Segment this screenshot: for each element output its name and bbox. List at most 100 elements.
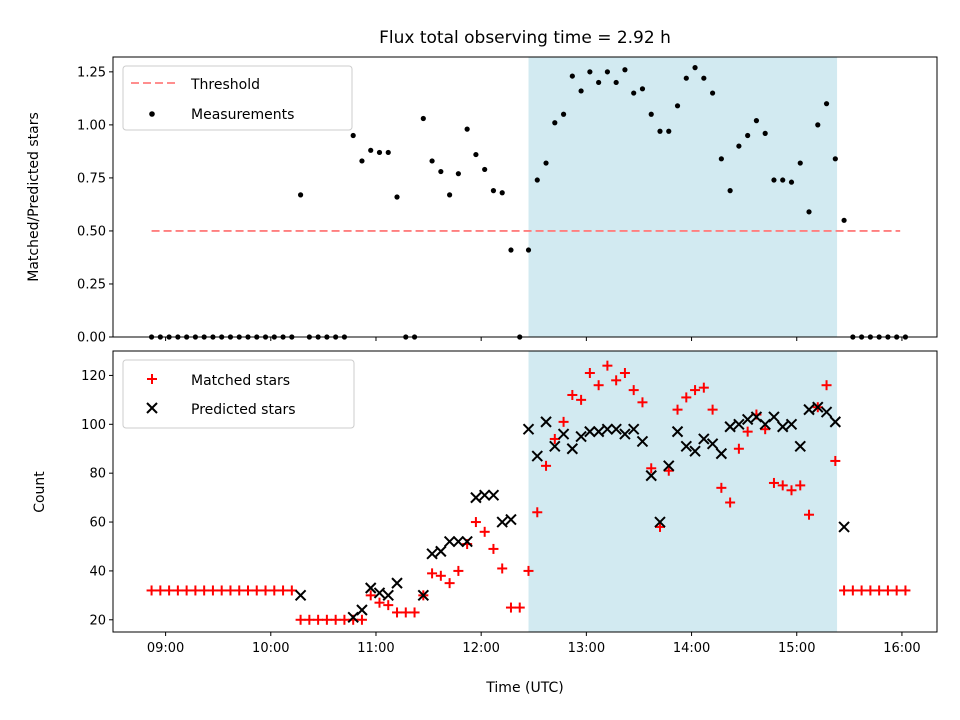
measurement-point [350, 132, 356, 139]
measurement-point [683, 75, 689, 81]
matched-stars-point [716, 482, 727, 493]
measurement-point [745, 132, 751, 139]
top-chart-title: Flux total observing time = 2.92 h [379, 28, 671, 48]
predicted-stars-point [470, 491, 482, 504]
top-y-tick-label: 0.75 [77, 171, 106, 186]
measurement-point [525, 247, 532, 253]
matched-stars-point [304, 614, 315, 625]
predicted-stars-point-b [785, 418, 798, 431]
bottom-x-axis-label: Time (UTC) [485, 680, 563, 696]
matched-stars-point [330, 614, 341, 625]
matched-stars-legend-label: Matched stars [191, 373, 290, 389]
measurement-point [823, 101, 830, 107]
matched-swatch-mark [147, 374, 157, 384]
predicted-stars-point-b [426, 548, 438, 560]
measurement-point [692, 65, 698, 71]
predicted-stars-point [601, 423, 614, 435]
predicted-stars-point-b [461, 535, 473, 548]
predicted-stars-point-b [470, 491, 482, 504]
predicted-stars-point [759, 418, 771, 431]
matched-stars-point [365, 590, 376, 601]
bottom-plot-area: 20 40 60 80 100 120 09:00 10:00 11:00 12:00 13:00… [81, 350, 938, 656]
threshold-legend-label: Threshold [190, 77, 260, 93]
top-y-tick-label: 1.00 [77, 118, 106, 133]
predicted-stars-point-b [478, 489, 491, 501]
measurement-point [832, 156, 838, 162]
matched-stars-point [199, 585, 210, 596]
predicted-stars-point [645, 469, 657, 482]
top-x-axis [165, 337, 903, 341]
top-y-tick-label: 1.25 [77, 65, 106, 80]
predicted-stars-point [654, 516, 666, 528]
predicted-stars-legend-swatch [146, 402, 158, 414]
top-y-axis: 0.00 0.25 0.50 0.75 1.00 1.25 [77, 65, 113, 346]
predicted-stars-point-b [733, 418, 745, 431]
matched-stars-point [207, 585, 218, 596]
matched-stars-point [900, 585, 911, 596]
matched-stars-point [567, 389, 578, 400]
predicted-stars-point [356, 604, 368, 616]
bottom-x-tick-label: 12:00 [462, 641, 499, 656]
predicted-stars-point-b [505, 513, 517, 526]
predicted-stars-point-b [566, 443, 579, 455]
predicted-stars-point-b [522, 423, 535, 435]
measurement-point [447, 192, 453, 198]
measurement-point [657, 128, 663, 134]
predicted-stars-point [777, 421, 789, 433]
measurement-points [148, 65, 909, 340]
matched-stars-point [874, 585, 885, 596]
predicted-stars-point [829, 416, 842, 428]
predicted-stars-point-b [715, 447, 728, 460]
bottom-y-tick-label: 100 [81, 418, 106, 433]
predicted-stars-point-b [820, 406, 833, 418]
predicted-stars-point [522, 423, 535, 435]
bottom-legend-box [122, 359, 355, 429]
bottom-y-tick-label: 60 [89, 516, 106, 531]
matched-stars-point [839, 585, 850, 596]
predicted-stars-point [478, 489, 491, 501]
matched-stars-point [593, 380, 604, 391]
predicted-stars-point [365, 582, 377, 594]
predicted-stars-point [812, 401, 824, 413]
matched-stars-point [479, 526, 490, 537]
predicted-stars-point-b [391, 577, 403, 589]
predicted-stars-point-b [610, 423, 622, 435]
matched-stars-point [260, 585, 271, 596]
predicted-stars-point-b [750, 411, 763, 423]
predicted-stars-point-b [584, 425, 596, 438]
measurement-point [841, 217, 847, 223]
predicted-stars-point [347, 611, 359, 624]
predicted-stars-point-b [382, 589, 394, 602]
measurements-legend-swatch [149, 111, 155, 117]
predicted-stars-point [575, 430, 587, 443]
measurement-point [499, 190, 505, 196]
matched-stars-point [155, 585, 166, 596]
measurement-point [534, 177, 540, 183]
matched-stars-point [856, 585, 867, 596]
predicted-stars-point [566, 443, 579, 455]
bottom-x-tick-label: 15:00 [778, 641, 815, 656]
measurement-point [666, 128, 672, 134]
bottom-x-tick-label: 13:00 [568, 641, 605, 656]
measurement-point [613, 79, 619, 86]
predicted-stars-point-b [803, 403, 815, 416]
matched-stars-point [725, 497, 736, 508]
matched-stars-point [611, 375, 622, 386]
matched-stars-point [672, 404, 683, 415]
matched-stars-point [830, 455, 841, 466]
matched-stars-point [804, 509, 815, 520]
matched-stars-point [742, 426, 753, 437]
measurement-point [420, 115, 426, 122]
bottom-x-tick-label: 16:00 [883, 641, 920, 656]
predicted-stars-point [706, 438, 719, 450]
predicted-stars-point-b [557, 428, 570, 440]
measurement-point [482, 166, 488, 173]
top-shaded-region [528, 57, 838, 337]
matched-stars-point [339, 614, 350, 625]
bottom-x-tick-label: 09:00 [147, 641, 184, 656]
predicted-stars-point [426, 548, 438, 560]
predicted-stars-point-b [759, 418, 771, 431]
matched-stars-point [786, 485, 797, 496]
matched-stars-point [646, 463, 657, 474]
predicted-stars-point-b [575, 430, 587, 443]
